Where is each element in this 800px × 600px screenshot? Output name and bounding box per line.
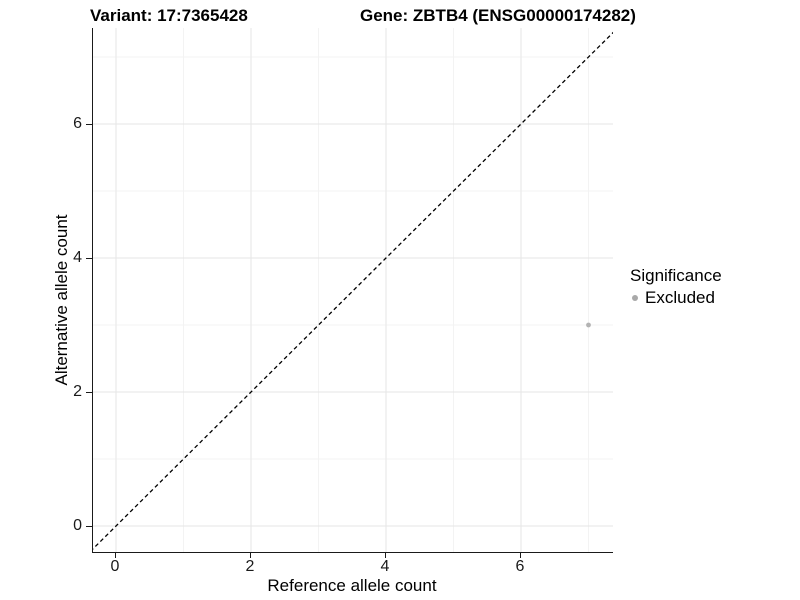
x-axis-tick	[385, 553, 386, 558]
y-axis-tick	[86, 258, 92, 259]
y-axis-tick	[86, 124, 92, 125]
y-axis-tick	[86, 526, 92, 527]
legend: Significance Excluded	[630, 266, 722, 308]
gene-title: Gene: ZBTB4 (ENSG00000174282)	[360, 6, 636, 25]
x-tick-label-6: 6	[515, 558, 525, 575]
x-axis-title: Reference allele count	[267, 576, 437, 595]
legend-item-label: Excluded	[645, 288, 715, 307]
y-axis-title: Alternative allele count	[52, 214, 71, 386]
y-axis-tick	[86, 392, 92, 393]
x-tick-label-4: 4	[380, 558, 390, 575]
y-tick-label-4: 4	[73, 249, 82, 266]
legend-title: Significance	[630, 266, 722, 285]
x-axis-tick	[520, 553, 521, 558]
plot-canvas	[93, 28, 613, 552]
variant-title: Variant: 17:7365428	[90, 6, 248, 25]
x-axis-tick	[250, 553, 251, 558]
legend-point-icon	[632, 295, 638, 301]
identity-line	[93, 31, 613, 550]
y-tick-label-2: 2	[73, 383, 82, 400]
y-tick-label-0: 0	[73, 517, 82, 534]
x-tick-label-2: 2	[245, 558, 255, 575]
x-tick-label-0: 0	[110, 558, 120, 575]
plot-panel	[92, 28, 613, 553]
y-tick-label-6: 6	[73, 115, 82, 132]
legend-item-excluded: Excluded	[630, 288, 722, 308]
data-point	[586, 322, 591, 328]
x-axis-tick	[115, 553, 116, 558]
